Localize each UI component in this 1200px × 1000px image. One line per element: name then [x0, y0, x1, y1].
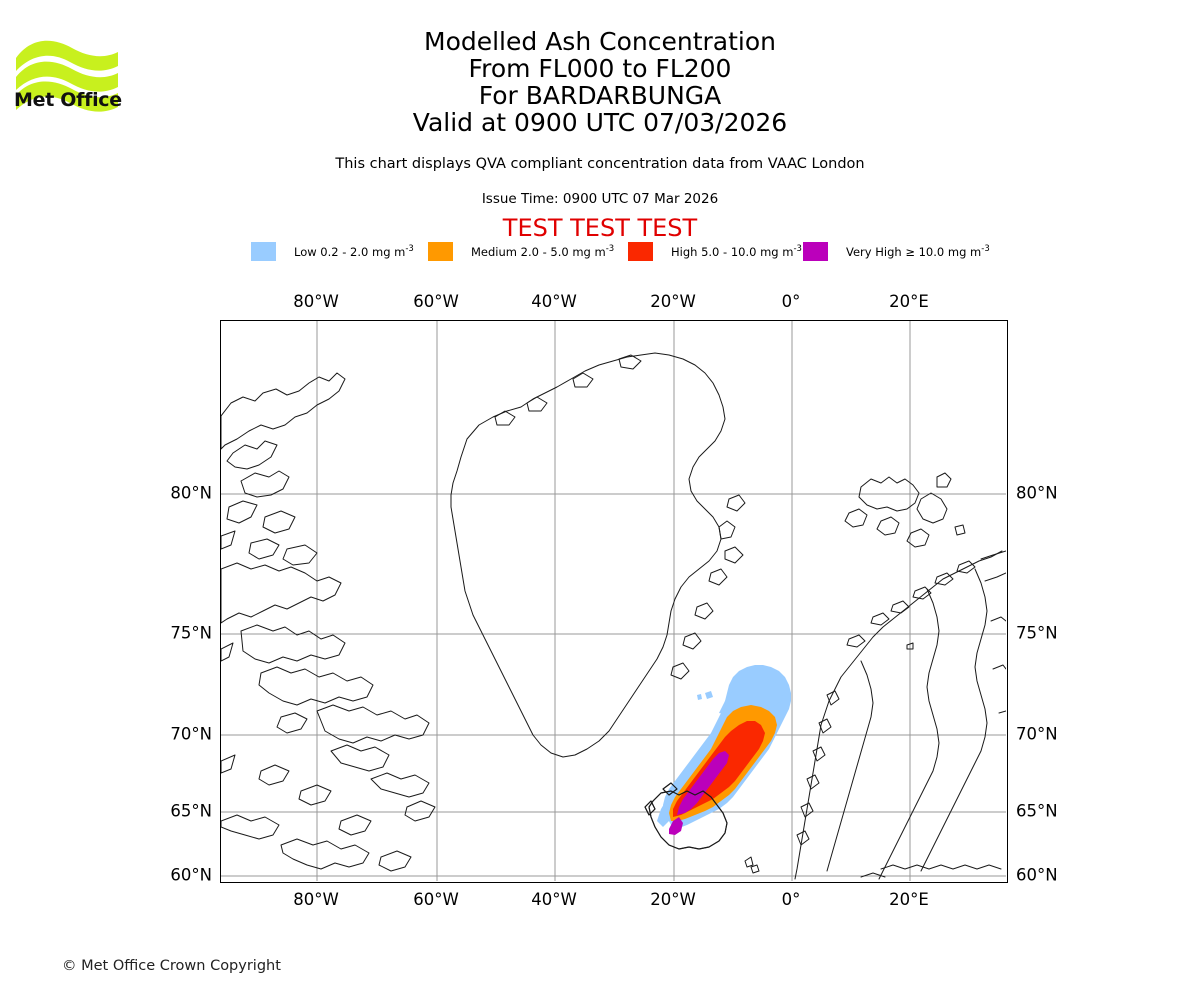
map-coastlines [221, 352, 1006, 880]
lat-label-right-2: 70°N [1016, 724, 1058, 744]
legend-label-high: High 5.0 - 10.0 mg m-3 [671, 243, 802, 259]
lat-label-left-1: 75°N [170, 623, 212, 643]
lon-label-top-4: 0° [781, 292, 801, 311]
logo-text: Met Office [14, 89, 122, 111]
lon-label-bottom-5: 20°E [889, 890, 929, 909]
title-volcano: For BARDARBUNGA [478, 81, 722, 110]
legend-label-very-high: Very High ≥ 10.0 mg m-3 [846, 243, 990, 259]
lon-label-top-1: 60°W [413, 292, 459, 311]
legend-item-medium: Medium 2.0 - 5.0 mg m-3 [428, 240, 614, 262]
plume-core-source [669, 817, 683, 835]
legend-item-low: Low 0.2 - 2.0 mg m-3 [251, 240, 414, 262]
lon-label-bottom-4: 0° [781, 890, 801, 909]
lat-label-left-3: 65°N [170, 801, 212, 821]
plume-speck-2 [697, 694, 702, 700]
lon-label-bottom-2: 40°W [531, 890, 577, 909]
title-valid-time: Valid at 0900 UTC 07/03/2026 [412, 108, 788, 137]
page-title: Modelled Ash Concentration [424, 27, 776, 56]
issue-time: Issue Time: 0900 UTC 07 Mar 2026 [481, 191, 719, 207]
lat-label-left-4: 60°N [170, 865, 212, 885]
chart-note: This chart displays QVA compliant concen… [335, 156, 865, 172]
lat-label-left-2: 70°N [170, 724, 212, 744]
map-gridlines [221, 321, 1006, 881]
plume-speck-1 [705, 691, 713, 699]
legend-item-very-high: Very High ≥ 10.0 mg m-3 [803, 240, 990, 262]
ash-plume [657, 665, 791, 835]
plume-band-very-high [677, 751, 729, 815]
map-plot-area[interactable] [220, 320, 1008, 883]
lon-label-top-5: 20°E [889, 292, 929, 311]
lat-label-right-4: 60°N [1016, 865, 1058, 885]
legend-swatch-high [628, 241, 653, 261]
test-banner: TEST TEST TEST [502, 214, 698, 242]
lat-label-left-0: 80°N [170, 483, 212, 503]
legend-label-low: Low 0.2 - 2.0 mg m-3 [294, 243, 414, 259]
legend-swatch-low [251, 241, 276, 261]
title-block: Modelled Ash Concentration From FL000 to… [0, 28, 1200, 136]
lat-label-right-1: 75°N [1016, 623, 1058, 643]
plume-band-low-extra [719, 679, 783, 715]
lon-label-bottom-3: 20°W [650, 890, 696, 909]
lon-label-bottom-0: 80°W [293, 890, 339, 909]
lon-label-top-2: 40°W [531, 292, 577, 311]
concentration-legend: Low 0.2 - 2.0 mg m-3 Medium 2.0 - 5.0 mg… [251, 240, 991, 262]
title-flight-levels: From FL000 to FL200 [468, 54, 732, 83]
legend-item-high: High 5.0 - 10.0 mg m-3 [628, 240, 802, 262]
lat-label-right-3: 65°N [1016, 801, 1058, 821]
lon-label-top-3: 20°W [650, 292, 696, 311]
legend-swatch-medium [428, 241, 453, 261]
lon-label-top-0: 80°W [293, 292, 339, 311]
legend-label-medium: Medium 2.0 - 5.0 mg m-3 [471, 243, 615, 259]
lon-label-bottom-1: 60°W [413, 890, 459, 909]
lat-label-right-0: 80°N [1016, 483, 1058, 503]
met-office-logo [16, 40, 118, 112]
copyright-footer: © Met Office Crown Copyright [62, 958, 281, 974]
iceland-outline-overlay [644, 782, 728, 850]
legend-swatch-very-high [803, 241, 828, 261]
